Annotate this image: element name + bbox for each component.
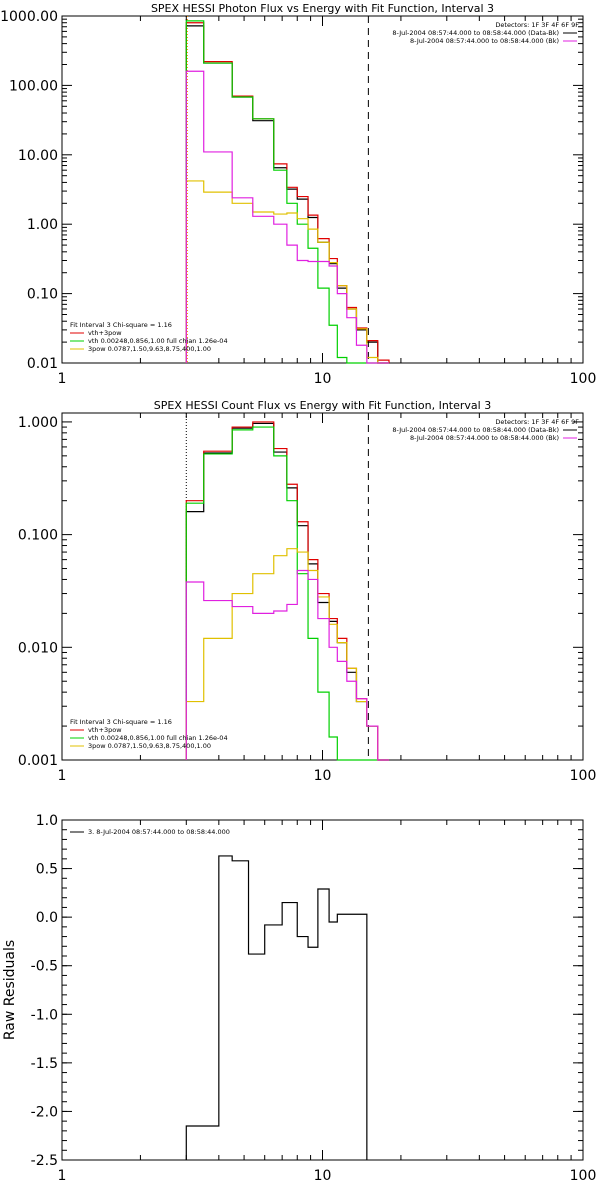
panel-3 [61, 819, 584, 1161]
legend-top-right-label: 8-Jul-2004 08:57:44.000 to 08:58:44.000 … [410, 37, 559, 45]
series-line-3 [185, 426, 389, 761]
x-tick-label: 10 [314, 768, 332, 784]
series-line-4 [185, 180, 389, 364]
y-tick-label: -2.0 [31, 1104, 58, 1120]
plot-frame [61, 15, 584, 364]
y-tick-label: 0.001 [18, 753, 58, 769]
series-line-1 [185, 855, 368, 1160]
series-line-1 [185, 25, 389, 364]
legend-top-left-label: 3. 8-Jul-2004 08:57:44.000 to 08:58:44.0… [88, 828, 230, 836]
plot-frame [61, 412, 584, 761]
panel-2 [61, 412, 584, 761]
x-tick-label: 1 [58, 768, 67, 784]
x-tick-label: 1 [58, 1168, 67, 1184]
detectors-text: Detectors: 1F 3F 4F 6F 9F [495, 21, 579, 29]
y-tick-label: 0.5 [36, 862, 58, 878]
y-axis-ticks [62, 421, 583, 761]
x-tick-label: 100 [570, 1168, 597, 1184]
chart-title: SPEX HESSI Photon Flux vs Energy with Fi… [151, 2, 494, 15]
panel-1 [61, 15, 584, 364]
legend-bottom-left-label: vth+3pow [88, 726, 122, 734]
y-tick-label: 10.00 [18, 148, 58, 164]
series-line-1 [185, 422, 389, 761]
legend-bottom-left-label: 3pow 0.0787,1.50,9.63,8.75,400,1.00 [88, 345, 211, 353]
legend-top-right-label: 8-Jul-2004 08:57:44.000 to 08:58:44.000 … [392, 426, 559, 434]
y-tick-label: 0.01 [27, 356, 58, 372]
series-line-5 [185, 70, 389, 364]
x-tick-label: 100 [570, 371, 597, 387]
y-tick-label: -0.5 [31, 959, 58, 975]
legend-bottom-left-header: Fit Interval 3 Chi-square = 1.16 [70, 718, 172, 726]
y-tick-label: 1.00 [27, 217, 58, 233]
x-axis-ticks [61, 413, 584, 760]
legend-bottom-left-label: vth 0.00248,0.856,1.00 full chian 1.26e-… [88, 734, 228, 742]
x-axis-ticks [61, 16, 584, 363]
series-line-4 [185, 548, 389, 761]
y-axis-ticks [62, 15, 583, 364]
legend-bottom-left-header: Fit Interval 3 Chi-square = 1.16 [70, 321, 172, 329]
legend-bottom-left-label: vth 0.00248,0.856,1.00 full chian 1.26e-… [88, 337, 228, 345]
x-tick-label: 100 [570, 768, 597, 784]
legend-bottom-left-label: vth+3pow [88, 329, 122, 337]
y-tick-label: -1.5 [31, 1056, 58, 1072]
y-tick-label: -2.5 [31, 1153, 58, 1169]
series-group [185, 20, 390, 364]
chart-title: SPEX HESSI Count Flux vs Energy with Fit… [154, 399, 491, 412]
y-axis-ticks [62, 819, 583, 1161]
y-tick-label: 0.10 [27, 287, 58, 303]
series-line-2 [185, 22, 390, 363]
y-tick-label: 1.0 [36, 813, 58, 829]
x-tick-label: 10 [314, 371, 332, 387]
legend-top-right-label: 8-Jul-2004 08:57:44.000 to 08:58:44.000 … [392, 29, 559, 37]
series-line-2 [185, 421, 389, 761]
y-tick-label: 100.00 [9, 78, 58, 94]
y-tick-label: 0.100 [18, 528, 58, 544]
series-group [185, 421, 389, 761]
x-axis-ticks [61, 820, 584, 1160]
y-axis-label: Raw Residuals [2, 940, 18, 1040]
plot-frame [61, 819, 584, 1161]
y-tick-label: 0.0 [36, 910, 58, 926]
series-line-5 [185, 569, 389, 761]
legend-top-right-label: 8-Jul-2004 08:57:44.000 to 08:58:44.000 … [410, 434, 559, 442]
y-tick-label: 1000.00 [0, 9, 58, 25]
series-line-3 [185, 20, 389, 364]
detectors-text: Detectors: 1F 3F 4F 6F 9F [495, 418, 579, 426]
y-tick-label: -1.0 [31, 1007, 58, 1023]
y-tick-label: 1.000 [18, 415, 58, 431]
y-tick-label: 0.010 [18, 640, 58, 656]
legend-bottom-left-label: 3pow 0.0787,1.50,9.63,8.75,400,1.00 [88, 742, 211, 750]
x-tick-label: 1 [58, 371, 67, 387]
x-tick-label: 10 [314, 1168, 332, 1184]
series-group [185, 855, 368, 1160]
